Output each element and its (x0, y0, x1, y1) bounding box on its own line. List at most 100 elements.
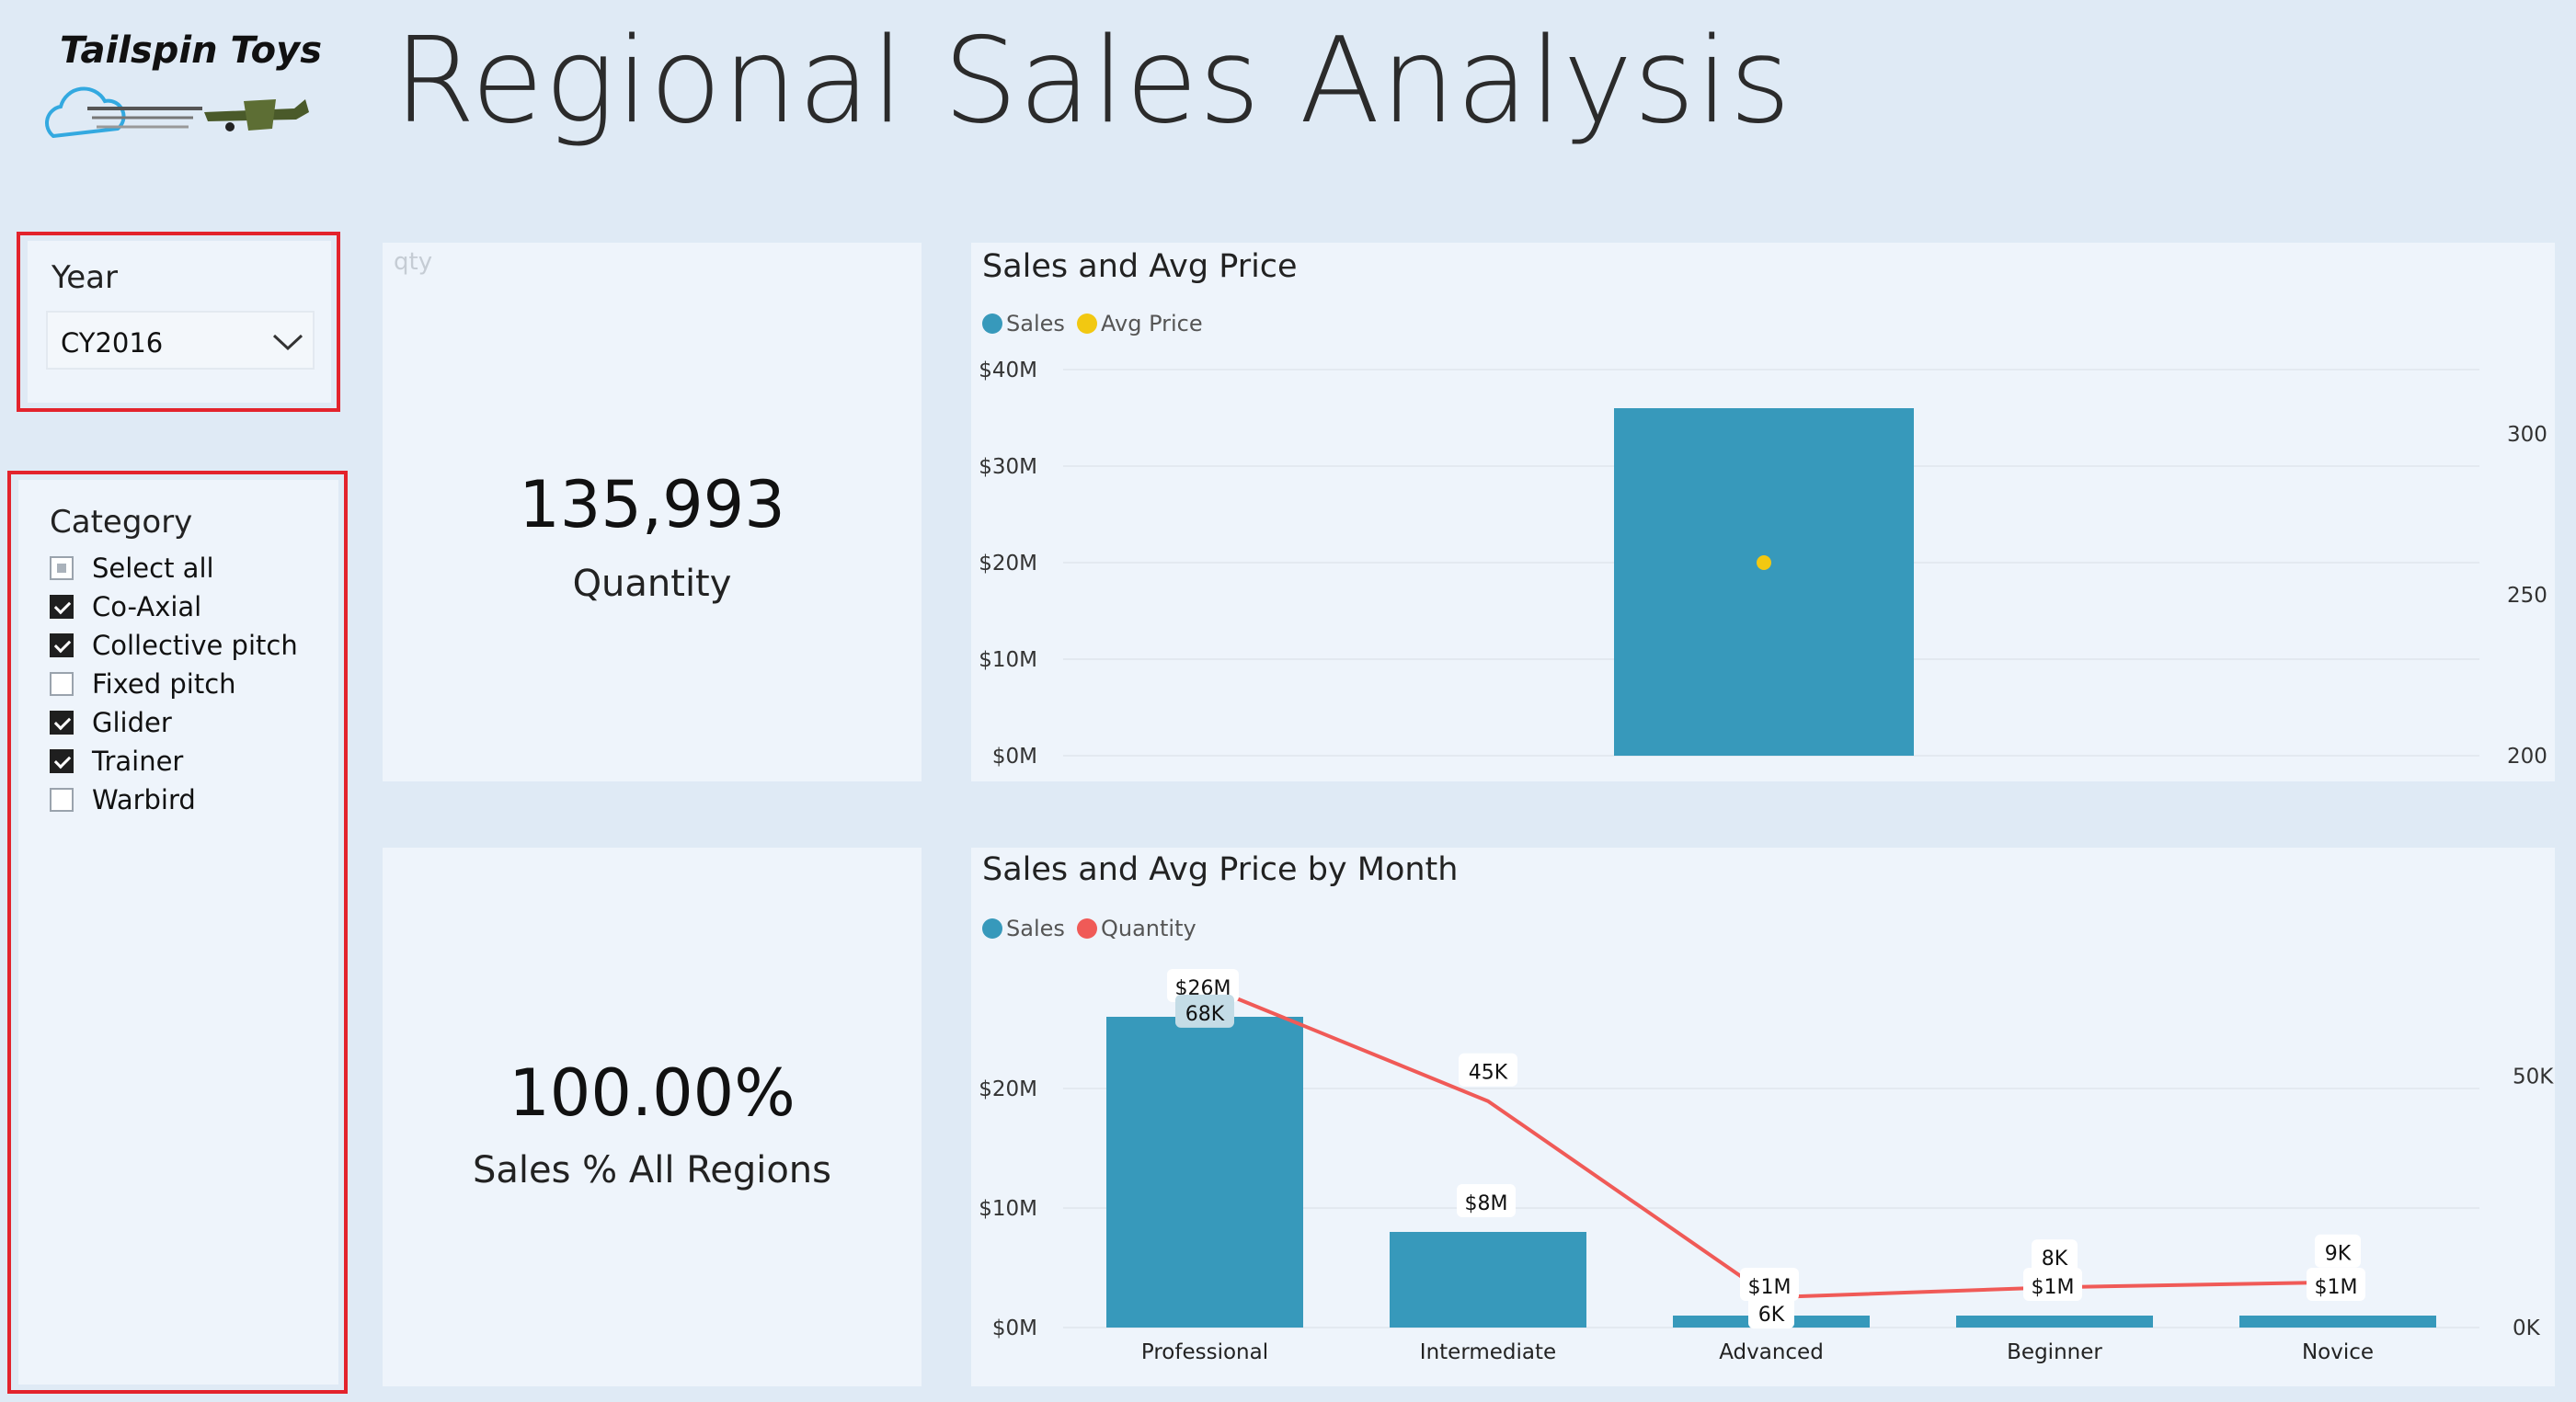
sales-by-month-chart[interactable]: Sales and Avg Price by Month Sales Quant… (971, 848, 2555, 1386)
legend-item-quantity[interactable]: Quantity (1076, 916, 1196, 941)
y-tick-label: $20M (979, 552, 1037, 576)
legend-item-sales[interactable]: Sales (982, 311, 1065, 336)
data-label-sales-bg (2307, 1268, 2365, 1301)
category-item-trainer[interactable]: Trainer (50, 743, 183, 780)
data-label-sales: $8M (1465, 1192, 1508, 1215)
checkbox-trainer[interactable] (50, 749, 74, 773)
legend-item-sales[interactable]: Sales (982, 916, 1065, 941)
data-label-sales: $1M (2315, 1276, 2358, 1299)
data-label-sales: $1M (2032, 1276, 2075, 1299)
y-tick-label: $10M (979, 1197, 1037, 1221)
category-item-glider[interactable]: Glider (50, 704, 172, 741)
logo-plane-icon (45, 86, 309, 138)
y-tick-label: $0M (992, 1317, 1037, 1340)
category-slicer-highlight (7, 471, 348, 1394)
y-tick-label: $20M (979, 1077, 1037, 1101)
x-tick-label: Intermediate (1420, 1340, 1556, 1364)
year-dropdown-value: CY2016 (61, 327, 164, 359)
category-slicer: Category Select all Co-Axial Collective … (18, 480, 338, 1385)
data-label-quantity-bg (2032, 1239, 2078, 1273)
data-label-quantity-bg (1748, 1295, 1794, 1329)
chart-legend: Sales Quantity (982, 916, 1204, 942)
quantity-value: 135,993 (519, 467, 785, 542)
x-tick-label: Novice (2302, 1340, 2374, 1364)
sales-by-month-plot: $0M $10M $20M 0K 50K Professional Intermediate… (979, 969, 2554, 1364)
category-item-label: Warbird (92, 784, 196, 815)
sales-avg-price-plot: $0M $10M $20M $30M $40M 200 250 300 (979, 359, 2547, 769)
y2-tick-label: 0K (2513, 1317, 2541, 1340)
category-list: Select all Co-Axial Collective pitch Fix… (50, 550, 326, 826)
y-tick-label: $0M (992, 745, 1037, 769)
legend-label: Sales (1006, 916, 1065, 941)
y2-tick-label: 300 (2507, 423, 2547, 447)
data-label-quantity: 68K (1185, 1003, 1225, 1026)
legend-label: Avg Price (1100, 311, 1203, 336)
line-quantity (1204, 983, 2339, 1300)
chart-title: Sales and Avg Price (982, 248, 1298, 285)
data-label-quantity-bg (1459, 1053, 1517, 1087)
category-item-collective-pitch[interactable]: Collective pitch (50, 627, 298, 664)
legend-dot-sales (982, 918, 1002, 939)
bar-sales (1614, 408, 1914, 756)
category-item-label: Co-Axial (92, 591, 202, 622)
data-label-quantity-bg (1175, 994, 1234, 1028)
chart-legend: Sales Avg Price (982, 311, 1210, 337)
year-slicer-highlight (17, 232, 340, 412)
legend-label: Sales (1006, 311, 1065, 336)
data-label-sales-bg (1457, 1184, 1516, 1217)
bar-sales (2239, 1316, 2436, 1328)
category-item-warbird[interactable]: Warbird (50, 781, 196, 818)
year-dropdown[interactable]: CY2016 (46, 311, 315, 370)
sales-pct-label: Sales % All Regions (473, 1149, 831, 1191)
category-item-co-axial[interactable]: Co-Axial (50, 588, 201, 625)
legend-dot-avg-price (1076, 313, 1097, 334)
data-label-quantity: 45K (1469, 1062, 1508, 1085)
logo: Tailspin Toys (37, 18, 322, 138)
y-tick-label: $10M (979, 648, 1037, 672)
data-label-quantity-bg (2315, 1234, 2361, 1268)
checkbox-glider[interactable] (50, 711, 74, 735)
legend-item-avg-price[interactable]: Avg Price (1076, 311, 1203, 336)
sales-avg-price-chart[interactable]: Sales and Avg Price Sales Avg Price $0M $… (971, 243, 2555, 781)
bar-sales (1390, 1232, 1586, 1328)
bar-sales (1956, 1316, 2153, 1328)
data-label-quantity: 8K (2042, 1248, 2068, 1271)
checkbox-collective-pitch[interactable] (50, 633, 74, 657)
checkbox-warbird[interactable] (50, 788, 74, 812)
checkbox-co-axial[interactable] (50, 595, 74, 619)
y-tick-label: $40M (979, 359, 1037, 382)
logo-text: Tailspin Toys (60, 29, 322, 72)
checkbox-select-all[interactable] (50, 556, 74, 580)
card-corner-label: qty (394, 248, 433, 276)
legend-dot-quantity (1076, 918, 1097, 939)
category-item-label: Collective pitch (92, 630, 298, 661)
point-avg-price (1757, 555, 1771, 570)
category-item-fixed-pitch[interactable]: Fixed pitch (50, 666, 236, 702)
data-label-sales-bg (1167, 969, 1239, 1002)
data-label-quantity: 9K (2325, 1243, 2352, 1266)
y2-tick-label: 50K (2513, 1065, 2554, 1089)
year-slicer: Year CY2016 (28, 241, 331, 403)
y2-tick-label: 250 (2507, 584, 2547, 608)
y-tick-label: $30M (979, 455, 1037, 479)
legend-dot-sales (982, 313, 1002, 334)
page-title: Regional Sales Analysis (394, 13, 1792, 150)
data-label-quantity: 6K (1758, 1304, 1785, 1327)
data-label-sales: $1M (1748, 1276, 1792, 1299)
category-item-label: Select all (92, 553, 214, 584)
x-tick-label: Beginner (2007, 1340, 2102, 1364)
data-label-sales-bg (2023, 1268, 2082, 1301)
chevron-down-icon (272, 334, 303, 351)
chart-title: Sales and Avg Price by Month (982, 851, 1459, 888)
bar-sales (1106, 1017, 1303, 1328)
category-item-select-all[interactable]: Select all (50, 550, 214, 587)
category-item-label: Glider (92, 707, 172, 738)
checkbox-fixed-pitch[interactable] (50, 672, 74, 696)
x-tick-label: Advanced (1719, 1340, 1824, 1364)
sales-pct-value: 100.00% (509, 1055, 796, 1131)
sales-pct-card[interactable]: 100.00% Sales % All Regions (383, 848, 922, 1386)
category-item-label: Fixed pitch (92, 668, 236, 700)
quantity-card[interactable]: qty 135,993 Quantity (383, 243, 922, 781)
year-slicer-title: Year (52, 259, 118, 296)
quantity-label: Quantity (572, 563, 732, 605)
